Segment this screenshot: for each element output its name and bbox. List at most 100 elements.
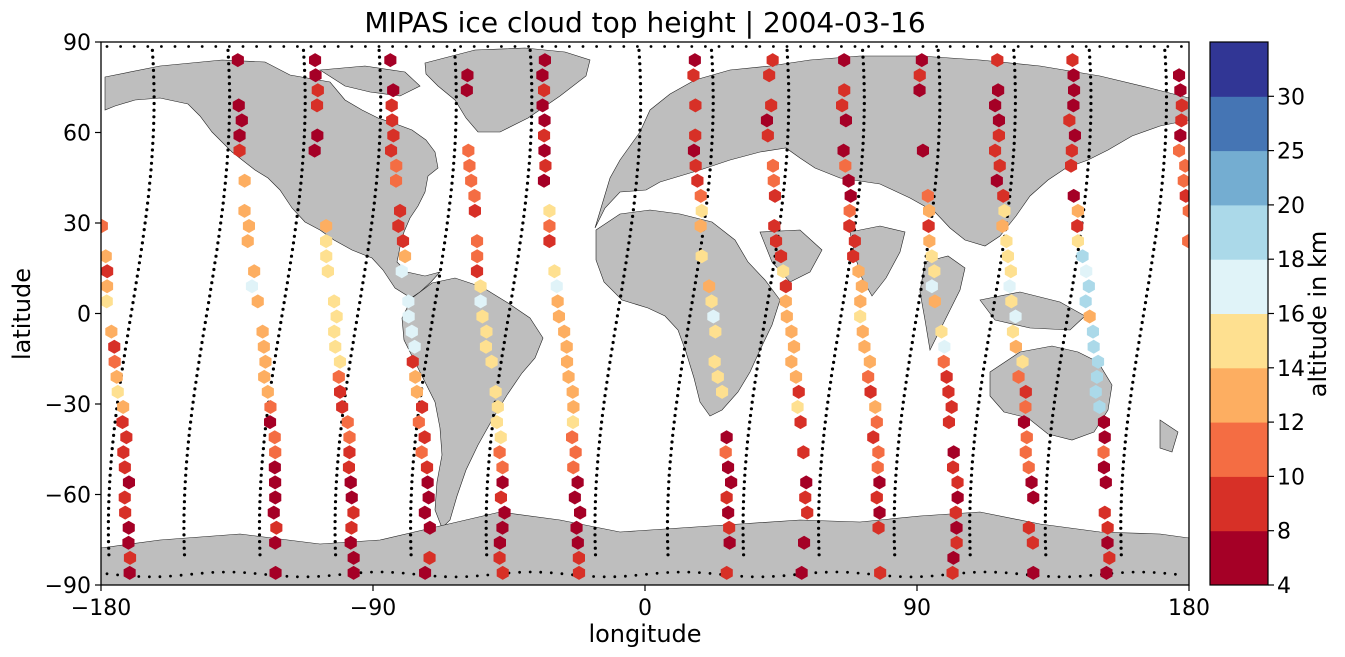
orbit-track-dot [188,427,192,431]
orbit-track-dot [257,526,262,530]
orbit-track-dot [772,575,775,578]
orbit-track-dot [594,480,598,484]
orbit-track-dot [862,108,866,112]
cloud-top-marker [691,173,704,188]
orbit-track-dot [747,427,751,431]
orbit-track-dot [608,360,612,364]
orbit-track-dot [378,135,382,139]
orbit-track-dot [819,467,823,471]
orbit-track-dot [711,108,715,112]
orbit-track-dot [990,314,994,318]
orbit-track-dot [485,493,489,497]
land-arabia-india [759,225,906,297]
orbit-track-dot [977,400,981,404]
cloud-top-marker [1068,128,1081,143]
cloud-top-marker [925,279,938,294]
orbit-track-dot [676,45,680,48]
orbit-track-dot [158,575,162,579]
orbit-track-dot [856,571,860,575]
orbit-track-dot [595,467,599,471]
orbit-track-dot [487,453,491,457]
orbit-track-dot [1124,433,1128,437]
orbit-track-dot [169,574,172,578]
orbit-track-dot [1057,575,1061,579]
orbit-track-dot [861,135,866,139]
orbit-track-dot [837,327,841,331]
orbit-track-dot [107,500,111,504]
orbit-track-dot [690,45,694,48]
orbit-track-dot [1088,68,1092,72]
orbit-track-dot [1072,274,1076,278]
orbit-track-dot [183,486,187,491]
orbit-track-dot [203,320,207,325]
orbit-track-dot [529,121,534,125]
orbit-track-dot [603,394,607,398]
orbit-track-dot [1003,45,1006,48]
cloud-top-marker [320,219,333,233]
orbit-track-dot [210,281,214,285]
orbit-track-dot [448,201,452,205]
orbit-track-dot [377,155,381,159]
cloud-top-marker [489,384,502,399]
cloud-top-marker [947,460,960,475]
orbit-track-dot [859,174,863,179]
orbit-track-dot [190,572,194,576]
orbit-track-dot [902,394,906,398]
cloud-top-marker [256,324,269,339]
orbit-track-dot [303,88,307,92]
cloud-top-marker [1174,128,1187,143]
cloud-top-marker [548,264,561,279]
orbit-track-dot [189,420,193,424]
orbit-track-dot [212,267,216,272]
cloud-top-marker [248,264,261,279]
orbit-track-dot [772,45,775,48]
orbit-track-dot [1008,188,1013,192]
orbit-track-dot [296,208,300,212]
orbit-track-dot [1074,261,1078,265]
orbit-track-dot [334,493,338,497]
cloud-top-marker [344,535,357,550]
cloud-top-marker [390,158,403,173]
orbit-track-dot [748,420,752,424]
orbit-track-dot [378,121,382,125]
orbit-track-dot [475,574,479,578]
orbit-track-dot [933,188,937,192]
orbit-track-dot [193,387,197,391]
cloud-top-marker [836,98,849,113]
orbit-track-dot [857,188,861,192]
cloud-top-marker [1097,460,1110,475]
orbit-track-dot [899,420,903,424]
orbit-track-dot [187,433,191,437]
orbit-track-dot [370,221,374,225]
orbit-track-dot [758,347,762,351]
orbit-track-dot [1063,327,1068,331]
orbit-track-dot [867,45,870,48]
orbit-track-dot [454,68,458,72]
landmasses [101,47,1189,585]
cloud-top-marker [870,490,883,505]
cloud-top-marker [1177,173,1189,188]
orbit-track-dot [218,228,222,232]
orbit-track-dot [221,201,225,205]
orbit-track-dot [987,334,991,338]
orbit-track-dot [114,413,118,418]
orbit-track-dot [377,45,381,48]
orbit-track-dot [908,354,912,358]
orbit-track-dot [744,460,748,464]
cloud-top-marker [268,430,281,445]
orbit-track-dot [860,155,864,159]
cloud-top-markers [101,53,1189,580]
orbit-track-dot [519,234,523,238]
orbit-track-dot [530,95,534,99]
orbit-track-dot [1154,234,1158,238]
orbit-track-dot [433,574,437,578]
cloud-top-marker [947,445,960,460]
orbit-track-dot [1156,214,1160,218]
orbit-track-dot [339,427,343,431]
orbit-track-dot [182,540,186,544]
orbit-track-dot [253,572,257,575]
orbit-track-dot [412,572,416,576]
orbit-track-dot [453,135,457,139]
orbit-track-dot [303,115,307,119]
orbit-track-dot [409,493,413,497]
